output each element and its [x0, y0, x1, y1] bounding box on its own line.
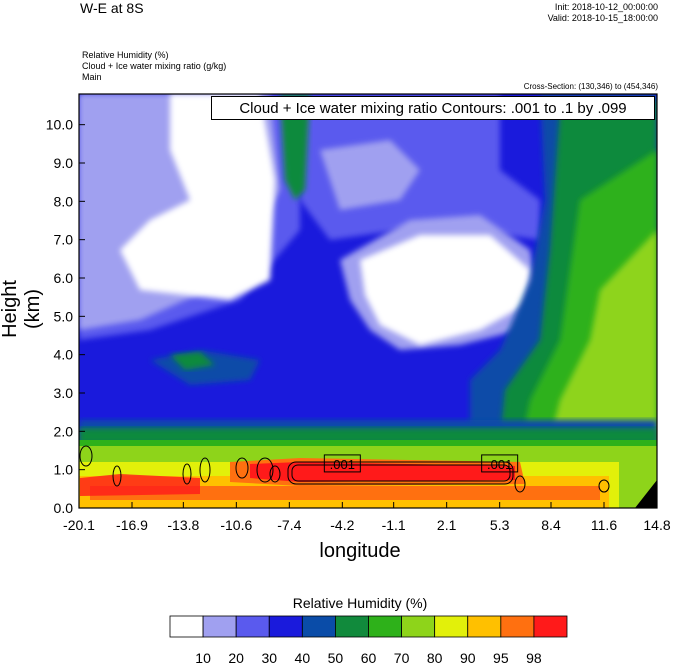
plot-frame — [78, 93, 658, 509]
field-band-98a — [90, 486, 600, 500]
contour-line — [598, 479, 610, 493]
colorbar-swatch — [268, 615, 303, 638]
colorbar-swatch — [368, 615, 402, 638]
contour-line — [182, 463, 192, 485]
contour-line — [287, 461, 514, 485]
contour-info-box: Cloud + Ice water mixing ratio Contours:… — [211, 96, 655, 120]
colorbar-swatch — [202, 615, 237, 638]
contour-line — [199, 457, 211, 483]
terrain — [635, 480, 657, 508]
field-layer-10-blob — [360, 235, 530, 345]
x-axis: -20.1 -16.9 -13.8 -10.6 -7.4 -4.2 -1.1 2.1 5.3 8.… — [63, 502, 671, 533]
humidity-field — [79, 94, 657, 508]
chart-title: W-E at 8S — [80, 0, 144, 16]
y-axis-title: Height (km) — [0, 280, 44, 338]
cross-section-label: Cross-Section: (130,346) to (454,346) — [523, 82, 658, 91]
y-tick-label: 1.0 — [54, 462, 74, 478]
y-tick-label: 6.0 — [54, 270, 74, 286]
colorbar-level-label: 20 — [228, 650, 244, 666]
field-label-cloud: Cloud + Ice water mixing ratio (g/kg) — [82, 61, 227, 71]
y-tick-label: 2.0 — [54, 423, 74, 439]
cloud-contours — [79, 445, 610, 493]
colorbar-swatch — [533, 615, 568, 638]
x-axis-title: longitude — [319, 540, 401, 562]
x-tick-label: 11.6 — [591, 517, 617, 533]
colorbar-swatch — [169, 615, 204, 638]
field-layer-60-patch — [170, 352, 215, 370]
colorbar-swatch — [401, 615, 436, 638]
contour-label-box — [323, 454, 361, 473]
colorbar-swatch — [235, 615, 270, 638]
x-tick-label: -4.2 — [330, 517, 354, 533]
y-tick-label: 0.0 — [54, 500, 74, 516]
x-tick-label: 14.8 — [643, 517, 670, 533]
valid-time: Valid: 2018-10-15_18:00:00 — [547, 13, 658, 23]
colorbar-level-label: 98 — [526, 650, 542, 666]
colorbar-title: Relative Humidity (%) — [292, 595, 428, 611]
colorbar-swatch — [301, 615, 336, 638]
colorbar-level-label: 90 — [460, 650, 476, 666]
contour-label-box — [481, 454, 519, 473]
colorbar-swatch — [500, 615, 535, 638]
field-layer-60-wedge — [280, 94, 310, 200]
x-tick-label: -7.4 — [277, 517, 301, 533]
contour-line — [79, 445, 93, 467]
colorbar-swatch — [467, 615, 502, 638]
field-label-rh: Relative Humidity (%) — [82, 50, 169, 60]
x-tick-label: 2.1 — [437, 517, 457, 533]
contour-line — [235, 457, 249, 479]
x-tick-label: 8.4 — [541, 517, 561, 533]
y-tick-label: 4.0 — [54, 347, 74, 363]
colorbar-level-label: 70 — [394, 650, 410, 666]
field-layer-20-mid — [320, 140, 420, 210]
contour-line — [514, 475, 526, 493]
colorbar-level-label: 95 — [493, 650, 509, 666]
y-tick-label: 9.0 — [54, 155, 74, 171]
contour-line — [291, 464, 511, 482]
contour-line — [256, 457, 274, 483]
x-tick-label: -1.1 — [382, 517, 406, 533]
x-tick-label: -10.6 — [220, 517, 252, 533]
field-red-left — [80, 474, 200, 496]
contour-label: .001 — [487, 457, 512, 472]
colorbar-level-label: 40 — [295, 650, 311, 666]
colorbar-level-label: 80 — [427, 650, 443, 666]
field-layer-10-left — [120, 94, 275, 300]
colorbar-swatch — [335, 615, 369, 638]
colorbar-level-label: 50 — [328, 650, 344, 666]
contour-label: .001 — [330, 457, 355, 472]
y-axis: 0.0 1.0 2.0 3.0 4.0 5.0 6.0 7.0 8.0 9.0 10.0 — [46, 117, 85, 516]
colorbar-level-label: 30 — [261, 650, 277, 666]
x-tick-label: -13.8 — [167, 517, 199, 533]
x-tick-label: 5.3 — [490, 517, 510, 533]
field-layer-100 — [250, 462, 515, 482]
colorbar-level-label: 60 — [361, 650, 377, 666]
field-label-main: Main — [82, 72, 102, 82]
x-tick-label: -20.1 — [63, 517, 95, 533]
y-tick-label: 3.0 — [54, 385, 74, 401]
colorbar: 10 20 30 40 50 60 70 80 90 95 98 — [169, 615, 568, 666]
y-tick-label: 5.0 — [54, 308, 74, 324]
contour-labels: .001 .001 — [323, 454, 519, 473]
y-tick-label: 8.0 — [54, 193, 74, 209]
y-tick-label: 10.0 — [46, 117, 73, 133]
colorbar-swatch — [434, 615, 469, 638]
contour-line — [269, 465, 281, 483]
colorbar-level-label: 10 — [195, 650, 211, 666]
y-tick-label: 7.0 — [54, 232, 74, 248]
init-time: Init: 2018-10-12_00:00:00 — [554, 2, 658, 12]
x-tick-label: -16.9 — [116, 517, 148, 533]
contour-line — [112, 465, 122, 487]
